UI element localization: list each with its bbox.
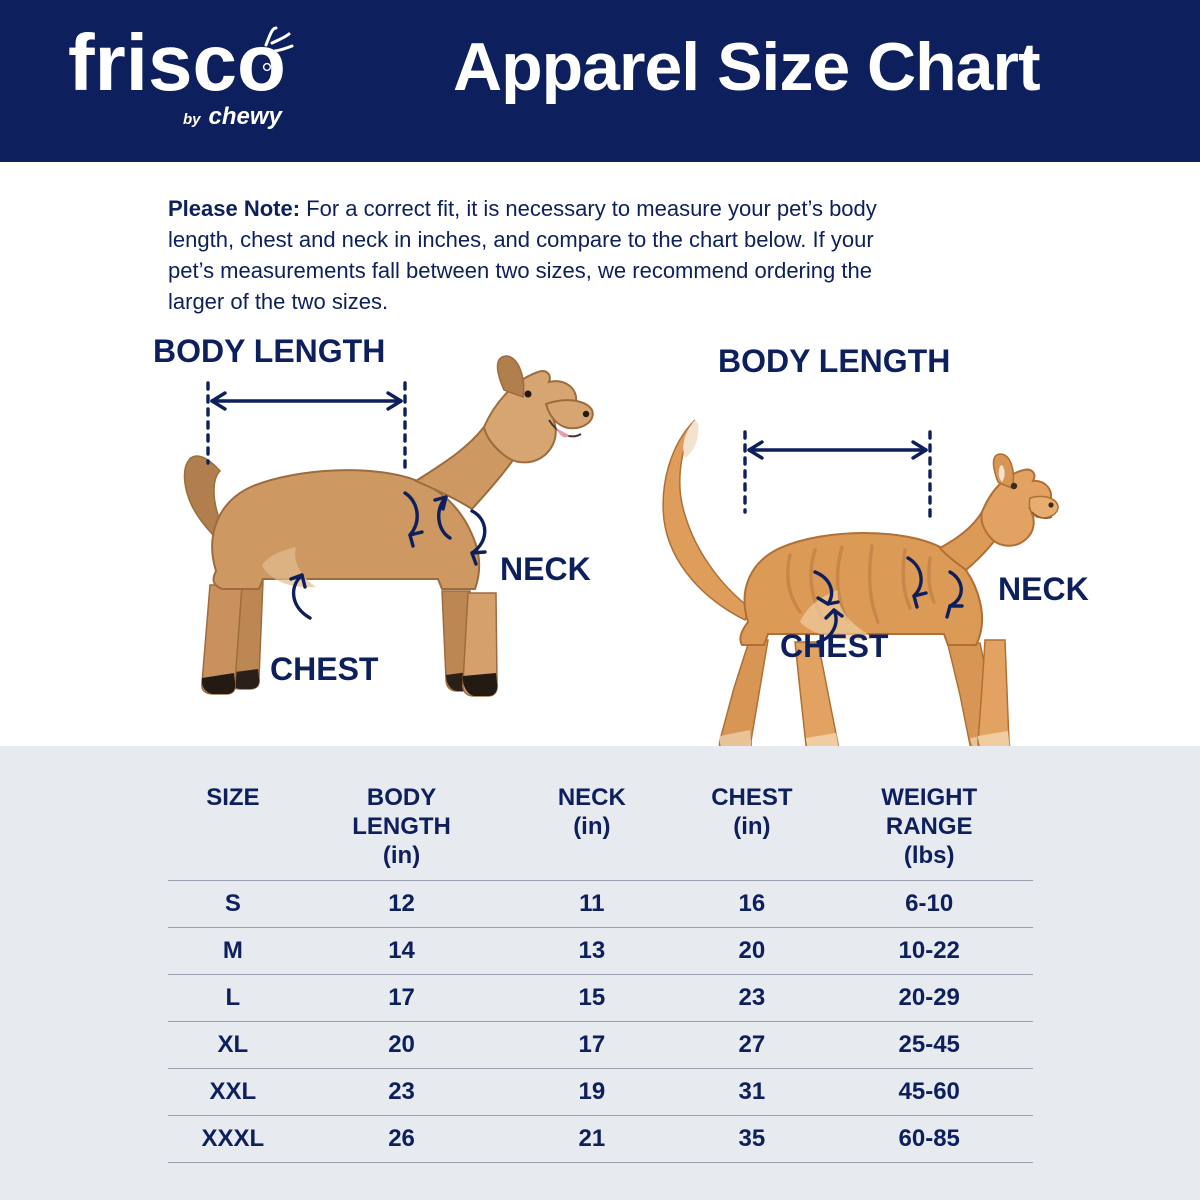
- svg-text:frisco: frisco: [68, 18, 286, 107]
